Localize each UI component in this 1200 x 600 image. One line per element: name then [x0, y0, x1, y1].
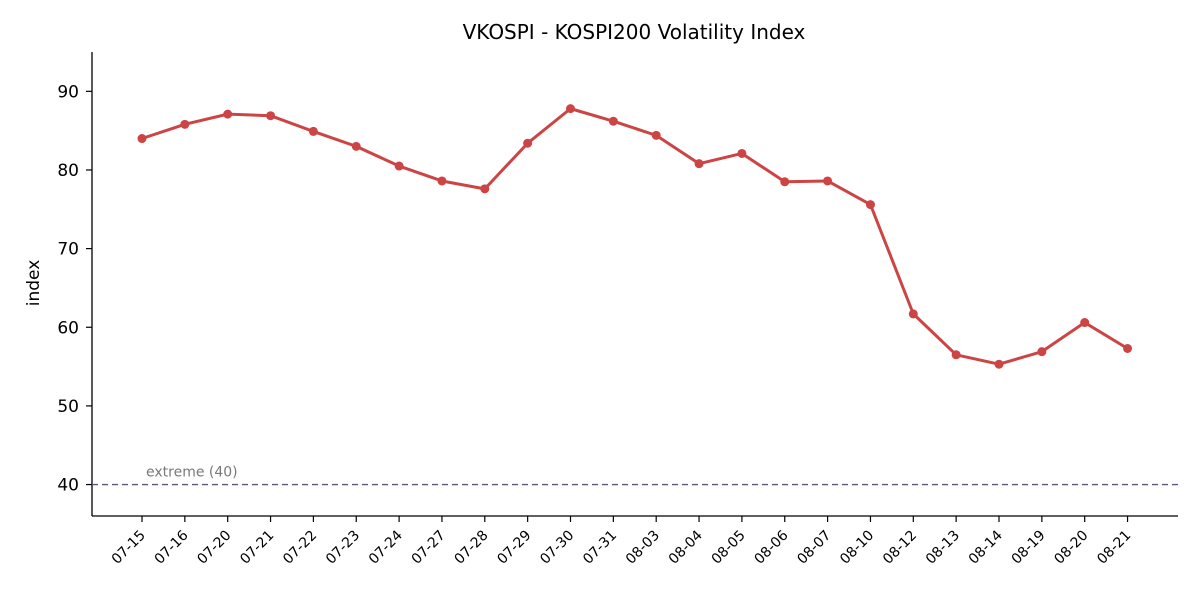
- y-tick-label: 80: [57, 161, 79, 181]
- x-tick-label: 07-30: [537, 528, 577, 568]
- series-line: [140, 107, 1130, 366]
- data-point: [651, 130, 661, 140]
- x-tick-label: 08-06: [751, 527, 791, 567]
- data-point: [951, 350, 961, 360]
- data-point: [694, 159, 704, 169]
- data-point: [137, 134, 147, 144]
- x-tick-label: 08-19: [1009, 528, 1049, 568]
- reference-line-label: extreme (40): [146, 465, 238, 481]
- x-tick-label: 07-20: [194, 528, 234, 568]
- data-point: [308, 126, 318, 136]
- x-tick-label: 08-12: [880, 528, 920, 568]
- data-point: [608, 116, 618, 126]
- x-tick-label: 07-29: [494, 528, 534, 568]
- x-tick-label: 08-10: [837, 528, 877, 568]
- chart-title: VKOSPI - KOSPI200 Volatility Index: [463, 20, 806, 44]
- x-tick-label: 07-21: [237, 528, 277, 568]
- data-point: [351, 141, 361, 151]
- y-tick-label: 70: [57, 240, 79, 260]
- y-tick-label: 40: [57, 476, 79, 496]
- data-point: [994, 359, 1004, 369]
- x-tick-label: 07-27: [409, 528, 449, 568]
- x-tick-label: 08-14: [966, 527, 1006, 567]
- x-tick-label: 08-05: [709, 528, 749, 568]
- x-tick-label: 08-07: [794, 528, 834, 568]
- data-point: [266, 111, 276, 121]
- data-point: [480, 184, 490, 194]
- x-tick-label: 07-24: [366, 527, 406, 567]
- data-point: [394, 161, 404, 171]
- y-tick-label: 60: [57, 318, 79, 338]
- x-tick-label: 07-16: [152, 527, 192, 567]
- data-point: [908, 309, 918, 319]
- data-point: [737, 148, 747, 158]
- data-point: [1037, 347, 1047, 357]
- x-tick-label: 08-20: [1051, 528, 1091, 568]
- y-tick-label: 50: [57, 397, 79, 417]
- data-point: [1123, 343, 1133, 353]
- data-point: [865, 200, 875, 210]
- data-point: [1080, 318, 1090, 328]
- x-tick-label: 07-15: [109, 528, 149, 568]
- x-tick-label: 07-31: [580, 528, 620, 568]
- y-tick-label: 90: [57, 82, 79, 102]
- data-point: [566, 104, 575, 114]
- data-point: [437, 176, 447, 186]
- x-tick-label: 07-28: [452, 528, 492, 568]
- x-tick-label: 08-21: [1094, 528, 1134, 568]
- data-point: [180, 119, 190, 129]
- data-point: [223, 109, 233, 119]
- data-point: [523, 138, 533, 148]
- x-tick-label: 08-03: [623, 528, 663, 568]
- data-point: [780, 177, 790, 187]
- y-axis-label: index: [24, 260, 44, 307]
- x-tick-label: 07-22: [280, 528, 320, 568]
- x-tick-label: 08-04: [666, 527, 706, 567]
- x-tick-label: 07-23: [323, 528, 363, 568]
- x-tick-label: 08-13: [923, 528, 963, 568]
- data-point: [823, 176, 833, 186]
